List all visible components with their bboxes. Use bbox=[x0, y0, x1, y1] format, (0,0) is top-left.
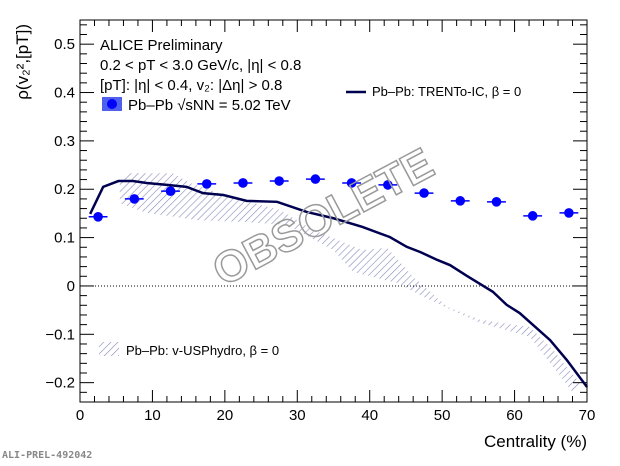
data-point bbox=[527, 211, 538, 221]
x-tick-label: 20 bbox=[217, 407, 234, 424]
x-tick-label: 50 bbox=[434, 407, 451, 424]
hydro-band bbox=[119, 173, 580, 393]
data-point bbox=[238, 178, 248, 188]
legend-marker-hydro bbox=[99, 342, 119, 356]
legend-label-hydro: Pb–Pb: v-USPhydro, β = 0 bbox=[126, 343, 279, 358]
legend-label-trento: Pb–Pb: TRENTo-IC, β = 0 bbox=[372, 84, 521, 99]
data-point bbox=[129, 194, 140, 204]
data-point bbox=[165, 186, 176, 196]
data-point bbox=[93, 212, 103, 222]
x-tick-label: 60 bbox=[506, 407, 523, 424]
x-tick-label: 10 bbox=[144, 407, 161, 424]
data-point bbox=[346, 178, 357, 188]
y-tick-label: 0.1 bbox=[54, 230, 75, 247]
y-tick-label: 0.4 bbox=[54, 85, 75, 102]
x-tick-label: 70 bbox=[579, 407, 596, 424]
data-point bbox=[455, 196, 466, 206]
legend-label-data: Pb–Pb √sNN = 5.02 TeV bbox=[128, 97, 291, 114]
data-point bbox=[383, 180, 393, 190]
y-tick-label: 0.3 bbox=[54, 133, 75, 150]
annotation-kinematics: 0.2 < pT < 3.0 GeV/c, |η| < 0.8 bbox=[100, 57, 301, 74]
data-point bbox=[201, 179, 212, 189]
legend-marker-dot bbox=[107, 99, 117, 109]
y-tick-label: −0.2 bbox=[45, 375, 75, 392]
y-tick-label: 0.5 bbox=[54, 36, 75, 53]
data-points bbox=[88, 174, 579, 222]
y-tick-label: 0 bbox=[67, 278, 75, 295]
y-tick-label: 0.2 bbox=[54, 181, 75, 198]
data-point bbox=[274, 176, 284, 186]
data-point bbox=[564, 208, 574, 218]
y-tick-label: −0.1 bbox=[45, 326, 75, 343]
trento-curve bbox=[89, 179, 589, 388]
annotation-title: ALICE Preliminary bbox=[100, 37, 223, 54]
x-tick-label: 40 bbox=[361, 407, 378, 424]
data-point bbox=[310, 174, 321, 184]
x-tick-label: 0 bbox=[76, 407, 84, 424]
figure-id: ALI-PREL-492042 bbox=[2, 450, 93, 461]
x-axis-label: Centrality (%) bbox=[484, 432, 587, 451]
hydro-band-area bbox=[119, 173, 580, 393]
annotation-selection: [pT]: |η| < 0.4, v₂: |Δη| > 0.8 bbox=[100, 77, 282, 94]
data-point bbox=[419, 188, 429, 198]
axis-ticks: 0 10 20 30 40 50 60 70 −0.2 −0.1 0 0.1 0.2 0.3 0.4 0.5 bbox=[45, 20, 595, 424]
x-tick-label: 30 bbox=[289, 407, 306, 424]
trento-line bbox=[89, 179, 589, 388]
data-point bbox=[491, 197, 502, 207]
plot-frame bbox=[79, 19, 588, 403]
y-axis-label: ρ(v₂²,[pT]) bbox=[13, 24, 32, 100]
